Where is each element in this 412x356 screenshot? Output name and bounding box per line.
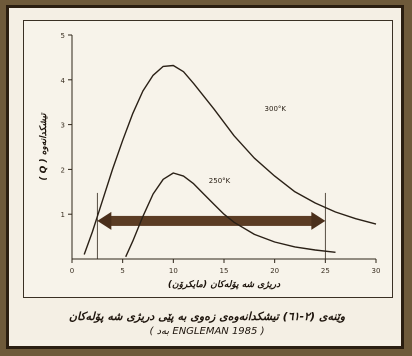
y-tick-label: 4 xyxy=(61,77,66,85)
y-tick-label: 2 xyxy=(61,166,65,174)
series-line-0 xyxy=(83,64,377,255)
x-tick-label: 30 xyxy=(372,267,381,275)
range-arrow-left-head xyxy=(97,211,112,230)
radiation-chart: 0 5 10 15 20 25 30 1 2 3 4 5 دریژی شه پۆلەکان (مایکر… xyxy=(38,32,381,290)
figure-frame: 0 5 10 15 20 25 30 1 2 3 4 5 دریژی شه پۆلەکان (مایکر… xyxy=(6,5,404,349)
range-arrow-right-head xyxy=(311,211,326,230)
x-tick-label: 20 xyxy=(270,267,279,275)
x-tick-label: 0 xyxy=(70,267,74,275)
x-tick-label: 25 xyxy=(321,267,330,275)
y-tick-label: 5 xyxy=(61,32,65,40)
y-tick-label: 1 xyxy=(61,211,65,219)
chart-panel: 0 5 10 15 20 25 30 1 2 3 4 5 دریژی شه پۆلەکان (مایکر… xyxy=(23,20,393,298)
range-band xyxy=(107,215,316,226)
x-tick-label: 5 xyxy=(120,267,124,275)
curve-annotation: 250°K xyxy=(209,177,231,185)
series-line-1 xyxy=(125,172,336,258)
figure-source: ( ENGLEMAN 1985 بەد ) xyxy=(149,326,265,337)
x-tick-label: 15 xyxy=(220,267,229,275)
figure-caption: وێنەی (٢-٦١) تیشکدانەوەی زەوی بە پێی دری… xyxy=(68,310,346,323)
x-tick-label: 10 xyxy=(169,267,178,275)
y-tick-label: 3 xyxy=(61,122,65,130)
curve-annotation: 300°K xyxy=(265,105,287,113)
x-axis-label: دریژی شه پۆلەکان (مایکرۆن) xyxy=(168,279,281,290)
y-axis-label: تیشکدانەوە ( Q ) xyxy=(38,112,49,181)
